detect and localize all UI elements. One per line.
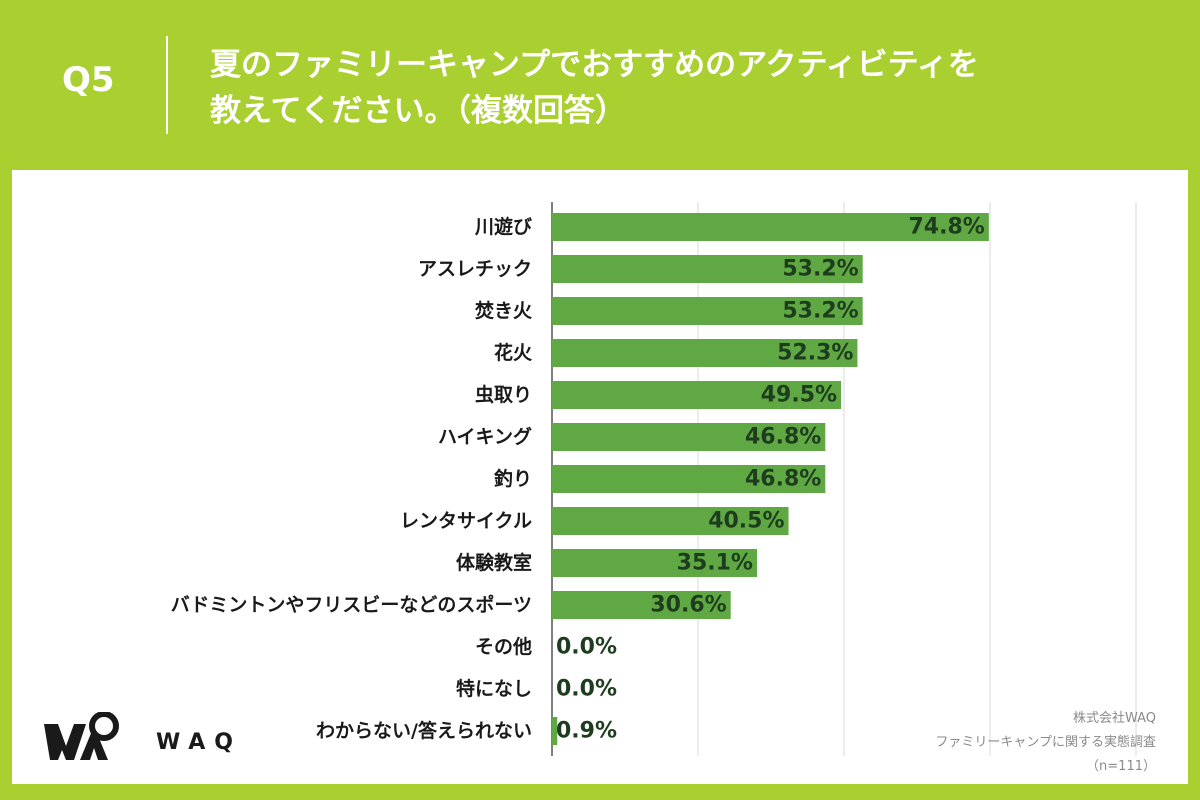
bar: [552, 255, 863, 283]
header-divider: [166, 36, 168, 134]
logo-text: WAQ: [156, 730, 243, 755]
category-label: アスレチック: [418, 258, 532, 280]
question-title-line-1: 夏のファミリーキャンプでおすすめのアクティビティを: [210, 47, 979, 83]
source-survey: ファミリーキャンプに関する実態調査: [935, 735, 1156, 750]
source-sample: （n=111）: [1086, 759, 1156, 774]
value-label: 49.5%: [761, 383, 837, 408]
bar: [552, 423, 826, 451]
category-label: レンタサイクル: [400, 510, 532, 532]
value-label: 46.8%: [745, 425, 821, 450]
source-note: 株式会社WAQ ファミリーキャンプに関する実態調査 （n=111）: [935, 707, 1156, 779]
bar: [552, 507, 789, 535]
bar: [552, 549, 757, 577]
category-label: ハイキング: [438, 425, 532, 448]
bar: [552, 297, 863, 325]
header: Q5 夏のファミリーキャンプでおすすめのアクティビティを 教えてください。（複数…: [0, 0, 1200, 170]
source-company: 株式会社WAQ: [1072, 711, 1156, 726]
bar: [552, 213, 989, 241]
bar: [552, 465, 826, 493]
value-label: 40.5%: [708, 509, 784, 534]
category-label: その他: [475, 635, 532, 658]
chart-panel: 川遊び 74.8% アスレチック 53.2% 焚き火 53.2% 花火 52.3% 虫取り 49.…: [12, 170, 1188, 784]
bar: [552, 591, 731, 619]
bar: [552, 381, 842, 409]
category-label: 虫取り: [475, 383, 532, 406]
question-title-line-2: 教えてください。（複数回答）: [210, 93, 627, 129]
category-label: わからない/答えられない: [316, 719, 532, 742]
category-label: 花火: [494, 341, 533, 364]
value-label: 0.9%: [556, 719, 617, 744]
category-label: 川遊び: [474, 215, 532, 238]
value-label: 52.3%: [777, 341, 853, 366]
waq-logo: WAQ: [44, 711, 234, 772]
value-label: 53.2%: [782, 299, 858, 324]
value-label: 0.0%: [556, 635, 617, 660]
bar: [552, 339, 858, 367]
category-label: バドミントンやフリスビーなどのスポーツ: [171, 593, 532, 616]
value-label: 35.1%: [677, 551, 753, 576]
category-label: 釣り: [494, 467, 532, 490]
value-label: 53.2%: [782, 257, 858, 282]
question-number: Q5: [62, 60, 115, 100]
question-title: 夏のファミリーキャンプでおすすめのアクティビティを 教えてください。（複数回答）: [210, 42, 1170, 134]
category-label: 焚き火: [475, 300, 533, 322]
value-label: 0.0%: [556, 677, 617, 702]
bar: [552, 717, 558, 745]
waq-logo-mark-icon: [44, 711, 119, 760]
category-label: 体験教室: [456, 551, 532, 574]
category-label: 特になし: [456, 678, 532, 700]
value-label: 30.6%: [650, 593, 726, 618]
value-label: 74.8%: [909, 215, 985, 240]
value-label: 46.8%: [745, 467, 821, 492]
bar-chart: 川遊び 74.8% アスレチック 53.2% 焚き火 53.2% 花火 52.3% 虫取り 49.…: [171, 202, 1137, 756]
